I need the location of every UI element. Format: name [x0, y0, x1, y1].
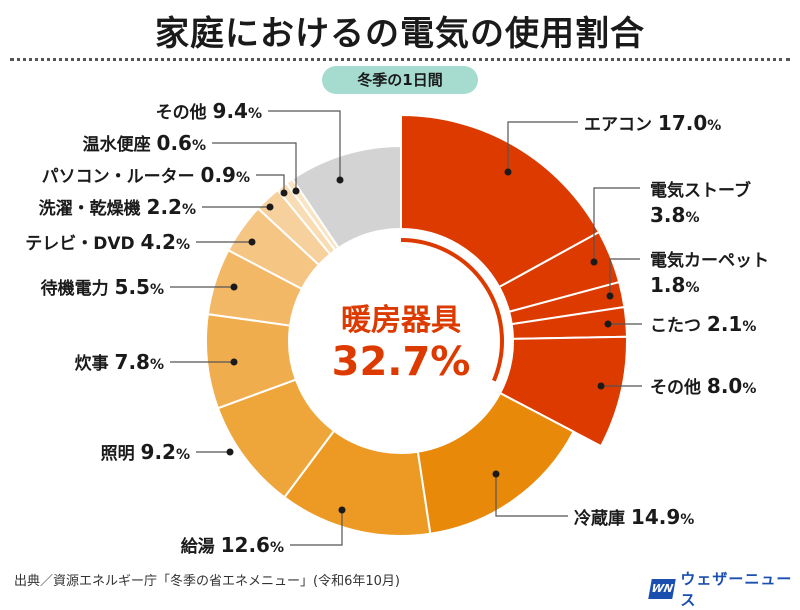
leader-line-13 — [212, 142, 297, 191]
data-label-4: その他 8.0% — [650, 374, 756, 398]
leader-dot-4 — [597, 382, 605, 390]
leader-dot-14 — [336, 176, 344, 184]
brand-mark-icon: WN — [648, 579, 677, 599]
leader-dot-5 — [492, 470, 500, 478]
leader-dot-1 — [590, 258, 598, 266]
leader-lines-group — [170, 110, 642, 546]
leader-dot-0 — [504, 168, 512, 176]
slice-14 — [291, 144, 402, 250]
slice-4 — [498, 335, 628, 448]
leader-line-1 — [593, 187, 640, 262]
data-label-2: 電気カーペット 1.8% — [650, 250, 769, 297]
data-label-11: 洗濯・乾燥機 2.2% — [39, 195, 196, 219]
leader-dot-8 — [230, 358, 238, 366]
data-label-12: パソコン・ルーター 0.9% — [42, 163, 250, 187]
data-label-3: こたつ 2.1% — [650, 312, 756, 336]
brand-logo: WN ウェザーニュース — [648, 568, 800, 610]
leader-line-2 — [609, 258, 640, 296]
leader-line-5 — [495, 474, 568, 517]
brand-name: ウェザーニュース — [680, 570, 793, 609]
heating-group-arc — [400, 238, 504, 382]
data-label-6: 給湯 12.6% — [181, 533, 284, 557]
center-label-name: 暖房器具 — [341, 303, 461, 338]
leader-line-6 — [290, 510, 343, 546]
leader-dot-10 — [248, 238, 256, 246]
data-label-13: 温水便座 0.6% — [83, 131, 206, 155]
leader-dot-12 — [280, 189, 288, 197]
data-label-9: 待機電力 5.5% — [41, 275, 164, 299]
leader-dot-11 — [266, 203, 274, 211]
data-label-5: 冷蔵庫 14.9% — [574, 505, 694, 529]
leader-dot-7 — [226, 448, 234, 456]
leader-dot-9 — [230, 283, 238, 291]
slices-group — [205, 113, 628, 537]
data-label-14: その他 9.4% — [156, 99, 262, 123]
data-label-1: 電気ストーブ 3.8% — [650, 180, 751, 227]
data-label-7: 照明 9.2% — [101, 440, 190, 464]
leader-dot-13 — [292, 187, 300, 195]
leader-line-0 — [507, 121, 578, 172]
data-label-10: テレビ・DVD 4.2% — [25, 230, 190, 254]
source-note: 出典／資源エネルギー庁「冬季の省エネメニュー」(令和6年10月) — [14, 574, 400, 589]
leader-dot-6 — [338, 506, 346, 514]
labels-group: エアコン 17.0% 電気ストーブ 3.8% 電気カーペット 1.8% こたつ 2.1% そ… — [25, 99, 769, 557]
center-label-value: 32.7% — [332, 339, 471, 385]
title-divider — [10, 58, 790, 61]
period-badge: 冬季の1日間 — [322, 66, 478, 94]
slice-0 — [400, 113, 601, 289]
data-label-0: エアコン 17.0% — [584, 111, 721, 135]
data-label-8: 炊事 7.8% — [75, 350, 164, 374]
chart-title: 家庭におけるの電気の使用割合 — [155, 14, 645, 54]
leader-dot-2 — [606, 292, 614, 300]
leader-dot-3 — [604, 320, 612, 328]
leader-line-14 — [268, 110, 341, 180]
leader-line-12 — [256, 174, 285, 193]
